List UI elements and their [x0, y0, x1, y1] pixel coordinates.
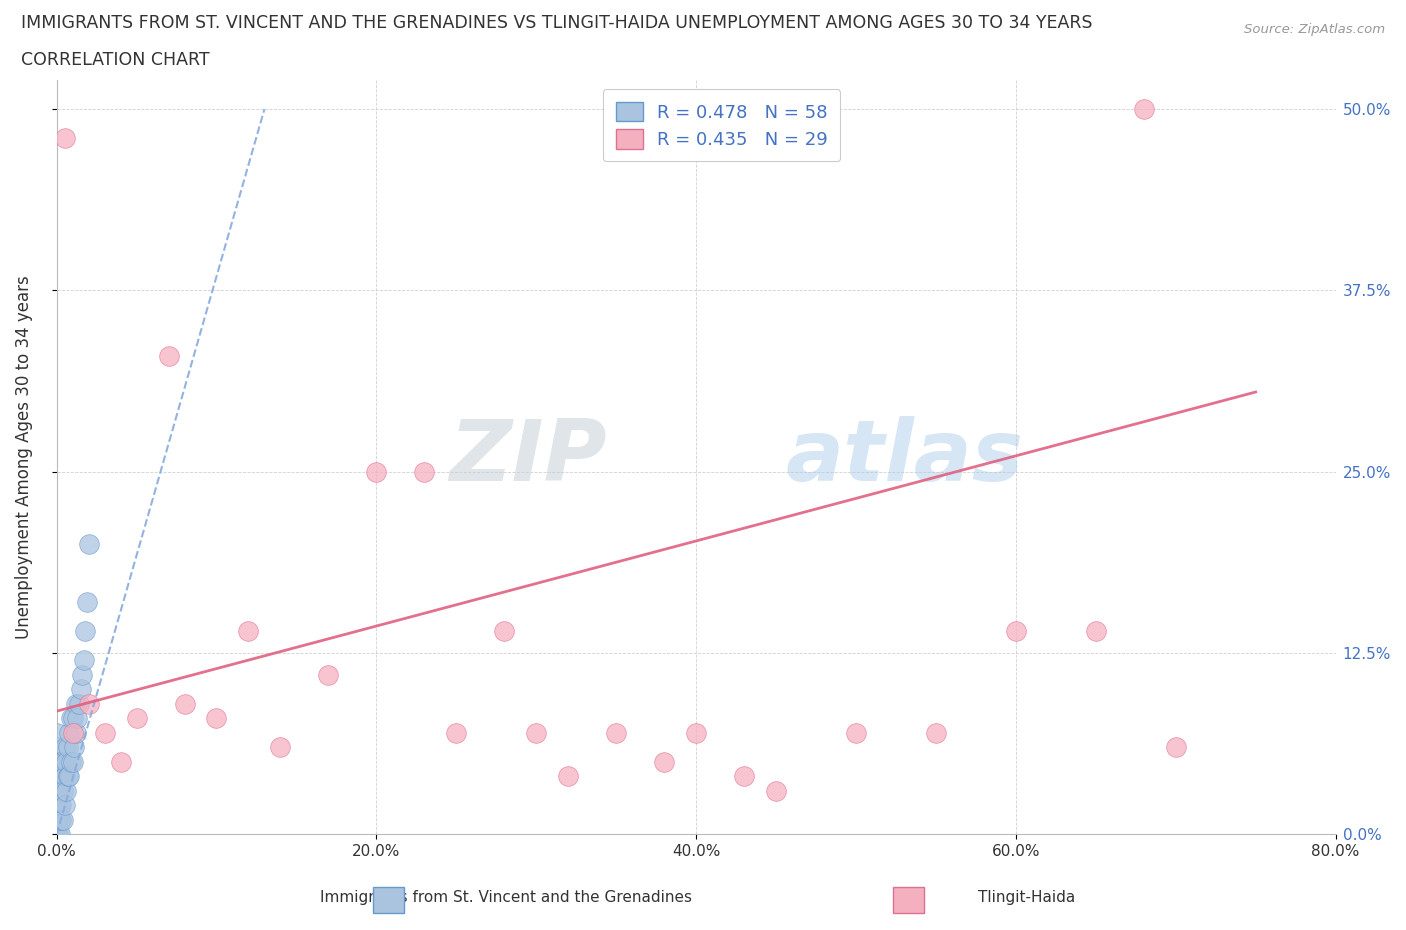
Point	[70, 668, 93, 683]
Point	[51, 813, 73, 828]
Point	[69, 682, 91, 697]
Point	[77, 697, 100, 711]
Point	[733, 769, 755, 784]
Point	[77, 537, 100, 551]
Point	[49, 783, 72, 798]
Point	[45, 754, 67, 769]
Point	[205, 711, 228, 725]
Point	[53, 131, 76, 146]
Point	[46, 798, 69, 813]
Point	[557, 769, 579, 784]
Point	[46, 827, 69, 842]
Point	[45, 769, 67, 784]
Point	[652, 754, 675, 769]
Point	[45, 827, 67, 842]
Point	[845, 725, 868, 740]
Point	[45, 798, 67, 813]
Point	[55, 754, 77, 769]
Point	[46, 813, 69, 828]
Point	[53, 769, 76, 784]
Point	[45, 827, 67, 842]
Point	[1004, 624, 1026, 639]
Point	[1132, 101, 1154, 116]
Point	[238, 624, 260, 639]
Legend: R = 0.478   N = 58, R = 0.435   N = 29: R = 0.478 N = 58, R = 0.435 N = 29	[603, 89, 841, 162]
Point	[46, 783, 69, 798]
Point	[45, 827, 67, 842]
Point	[59, 711, 82, 725]
Text: atlas: atlas	[786, 416, 1024, 498]
Point	[51, 798, 73, 813]
Point	[524, 725, 547, 740]
Point	[58, 725, 80, 740]
Point	[62, 725, 84, 740]
Point	[45, 740, 67, 755]
Point	[173, 697, 195, 711]
Point	[76, 595, 98, 610]
Point	[45, 725, 67, 740]
Point	[49, 798, 72, 813]
Point	[52, 783, 75, 798]
Y-axis label: Unemployment Among Ages 30 to 34 years: Unemployment Among Ages 30 to 34 years	[15, 275, 32, 639]
Point	[45, 783, 67, 798]
Point	[45, 827, 67, 842]
Point	[125, 711, 148, 725]
Point	[45, 783, 67, 798]
Point	[46, 754, 69, 769]
Point	[1084, 624, 1107, 639]
Point	[51, 754, 73, 769]
Point	[53, 798, 76, 813]
Text: CORRELATION CHART: CORRELATION CHART	[21, 51, 209, 69]
Point	[62, 754, 84, 769]
Point	[765, 783, 787, 798]
Point	[605, 725, 627, 740]
Point	[1164, 740, 1187, 755]
Point	[53, 740, 76, 755]
Point	[157, 349, 180, 364]
Point	[46, 769, 69, 784]
Point	[58, 769, 80, 784]
Point	[45, 813, 67, 828]
Point	[52, 754, 75, 769]
Point	[45, 813, 67, 828]
Point	[413, 464, 436, 479]
Point	[56, 769, 79, 784]
Point	[63, 740, 86, 755]
Point	[45, 798, 67, 813]
Point	[446, 725, 468, 740]
Point	[93, 725, 115, 740]
Point	[925, 725, 948, 740]
Text: Source: ZipAtlas.com: Source: ZipAtlas.com	[1244, 23, 1385, 36]
Text: Immigrants from St. Vincent and the Grenadines: Immigrants from St. Vincent and the Gren…	[321, 890, 692, 905]
Point	[269, 740, 291, 755]
Point	[62, 711, 84, 725]
Text: IMMIGRANTS FROM ST. VINCENT AND THE GRENADINES VS TLINGIT-HAIDA UNEMPLOYMENT AMO: IMMIGRANTS FROM ST. VINCENT AND THE GREN…	[21, 14, 1092, 32]
Point	[65, 697, 87, 711]
Text: Tlingit-Haida: Tlingit-Haida	[977, 890, 1076, 905]
Point	[685, 725, 707, 740]
Point	[51, 769, 73, 784]
Point	[52, 813, 75, 828]
Point	[49, 813, 72, 828]
Point	[59, 754, 82, 769]
Point	[73, 653, 96, 668]
Point	[67, 697, 90, 711]
Point	[45, 827, 67, 842]
Point	[65, 725, 87, 740]
Point	[55, 783, 77, 798]
Text: ZIP: ZIP	[449, 416, 606, 498]
Point	[318, 668, 340, 683]
Point	[49, 827, 72, 842]
Point	[494, 624, 516, 639]
Point	[66, 711, 89, 725]
Point	[366, 464, 388, 479]
Point	[49, 754, 72, 769]
Point	[110, 754, 132, 769]
Point	[75, 624, 97, 639]
Point	[45, 827, 67, 842]
Point	[56, 740, 79, 755]
